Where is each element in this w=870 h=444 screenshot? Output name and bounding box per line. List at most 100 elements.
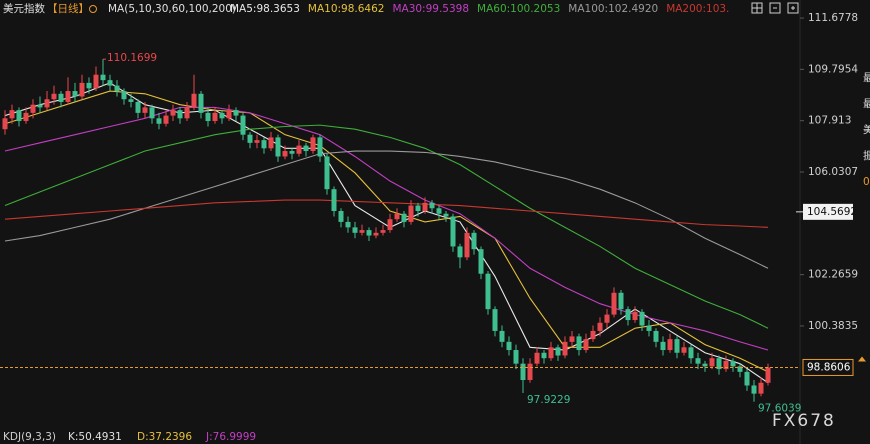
ma-line: [4, 199, 769, 228]
candle-body: [457, 246, 463, 258]
legend-entry: MA30:99.5398: [392, 3, 469, 15]
candle-body: [401, 213, 407, 222]
settings-icon[interactable]: [89, 5, 97, 13]
candle-body: [632, 311, 638, 321]
zoom-in-button[interactable]: [787, 2, 799, 14]
watermark: FX678: [772, 411, 836, 431]
y-tick-label: 106.0307: [808, 166, 858, 178]
candle-body: [415, 205, 421, 212]
candle-body: [44, 99, 50, 108]
candle-body: [499, 330, 505, 342]
candle-body: [317, 137, 323, 157]
kdj-k: K:50.4931: [68, 431, 122, 443]
candle-body: [121, 91, 127, 100]
candle-body: [275, 137, 281, 157]
indicator: MA(5,10,30,60,100,200): [108, 3, 236, 15]
candle-body: [345, 221, 351, 228]
candle-body: [107, 80, 113, 86]
candle-body: [331, 189, 337, 212]
low-label: 97.9229: [527, 394, 570, 406]
arrow-icon: [858, 356, 866, 362]
candle-body: [205, 112, 211, 122]
level-badge: [803, 203, 853, 220]
y-tick-label: 102.2659: [808, 269, 858, 281]
candle-body: [79, 82, 85, 97]
candle-body: [436, 208, 442, 214]
level-label: 104.5692: [807, 206, 857, 218]
candle-body: [177, 110, 183, 119]
candle-body: [534, 352, 540, 364]
candle-body: [597, 322, 603, 331]
candle-body: [142, 107, 148, 113]
candle-body: [611, 292, 617, 315]
candle-body: [240, 115, 246, 135]
candle-body: [226, 110, 232, 119]
candle-body: [9, 110, 15, 119]
candle-body: [261, 140, 267, 149]
candle-body: [576, 336, 582, 351]
side-text: 最: [863, 98, 870, 110]
candle-body: [562, 341, 568, 356]
candle-body: [618, 292, 624, 310]
candle-body: [485, 273, 491, 310]
candle-body: [751, 385, 757, 394]
kdj-label: KDJ(9,3,3): [3, 431, 56, 443]
legend-entry: MA100:102.4920: [568, 3, 658, 15]
candle-body: [289, 151, 295, 154]
candle-body: [758, 382, 764, 394]
y-tick-label: 107.913: [808, 115, 851, 127]
legend-entry: MA60:100.2053: [477, 3, 560, 15]
ma-line: [4, 124, 769, 329]
candle-body: [716, 358, 722, 370]
candle-body: [65, 91, 71, 102]
candle-body: [429, 202, 435, 209]
high-label: 110.1699: [107, 52, 157, 64]
candle-body: [352, 227, 358, 233]
side-text: 0: [863, 176, 870, 188]
candle-body: [380, 230, 386, 233]
side-text: 振: [863, 149, 870, 162]
side-text: 美: [863, 123, 870, 136]
candle-body: [219, 112, 225, 119]
ma-lines: [4, 82, 769, 384]
candle-body: [163, 115, 169, 124]
candle-body: [156, 118, 162, 124]
candle-body: [527, 363, 533, 381]
candle-body: [450, 216, 456, 247]
candle-body: [93, 74, 99, 89]
candle-body: [247, 134, 253, 143]
candle-body: [555, 347, 561, 356]
candle-body: [303, 145, 309, 152]
candle-body: [674, 339, 680, 353]
candle-body: [268, 137, 274, 149]
chart-title: 美元指数: [3, 2, 45, 15]
side-text: 最: [863, 72, 870, 84]
candle-body: [408, 205, 414, 222]
candle-body: [478, 249, 484, 274]
candle-body: [338, 211, 344, 222]
kdj-d: D:37.2396: [137, 431, 192, 443]
zoom-out-button[interactable]: [769, 2, 781, 14]
candle-body: [100, 74, 106, 81]
current-price-label: 98.8606: [807, 361, 851, 373]
candle-body: [667, 339, 673, 351]
candle-body: [506, 341, 512, 351]
candle-body: [744, 371, 750, 386]
candle-body: [583, 339, 589, 351]
candle-body: [702, 363, 708, 367]
candle-body: [681, 347, 687, 353]
candle-body: [366, 230, 372, 236]
y-tick-label: 111.6778: [808, 12, 858, 24]
candle-body: [114, 85, 120, 92]
candle-body: [86, 82, 92, 89]
period[interactable]: 【日线】: [47, 2, 89, 15]
candle-body: [16, 110, 22, 122]
window-controls: [751, 2, 799, 14]
candle-body: [135, 101, 141, 113]
candle-body: [58, 93, 64, 102]
candle-body: [513, 350, 519, 364]
candle-body: [359, 230, 365, 233]
candle-body: [688, 347, 694, 359]
candle-body: [254, 140, 260, 143]
